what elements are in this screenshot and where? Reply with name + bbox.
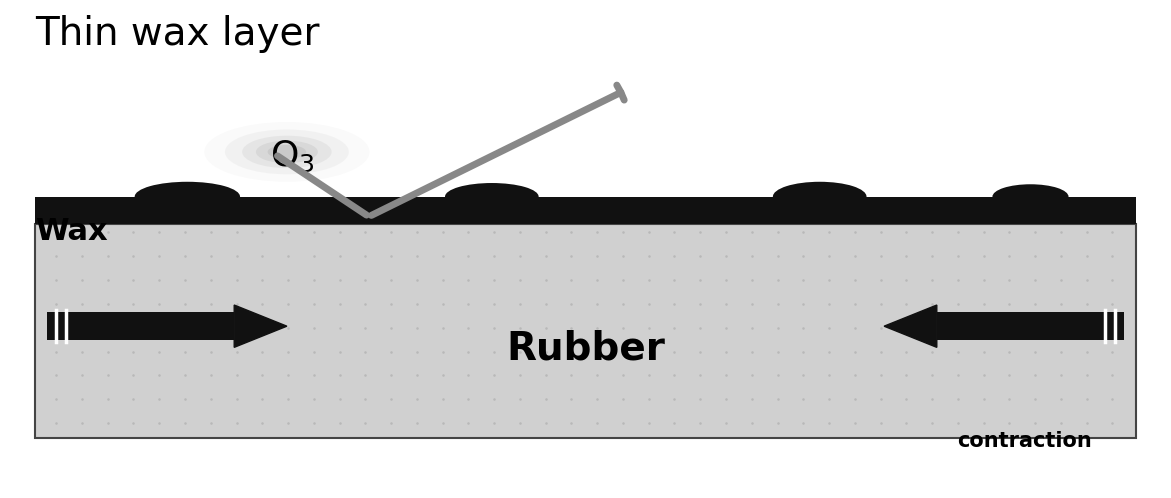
Ellipse shape (268, 145, 306, 159)
Ellipse shape (256, 141, 317, 163)
Text: $\mathrm{O}_3$: $\mathrm{O}_3$ (271, 138, 315, 173)
Ellipse shape (242, 136, 331, 168)
Text: Thin wax layer: Thin wax layer (35, 15, 320, 53)
Ellipse shape (773, 182, 867, 212)
Ellipse shape (445, 183, 539, 210)
Bar (35, 224, 1136, 438)
Bar (47, 313, 234, 340)
Polygon shape (884, 305, 937, 348)
Ellipse shape (204, 122, 370, 182)
Text: contraction: contraction (957, 431, 1093, 451)
Ellipse shape (993, 184, 1068, 209)
Text: Rubber: Rubber (506, 330, 665, 368)
Bar (937, 313, 1124, 340)
Ellipse shape (225, 129, 349, 174)
Text: Wax: Wax (35, 217, 108, 246)
Ellipse shape (135, 182, 240, 212)
Bar (35, 197, 1136, 224)
Polygon shape (234, 305, 287, 348)
